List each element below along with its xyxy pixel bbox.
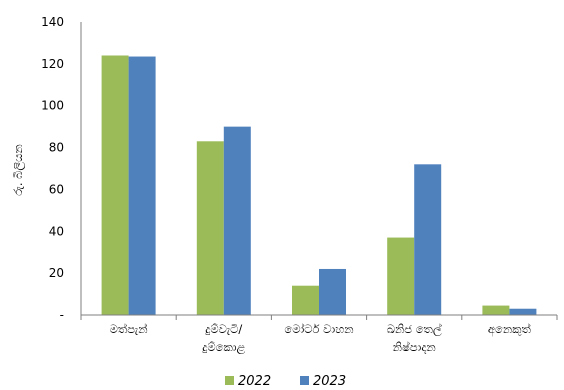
bar-2023-0 xyxy=(128,56,156,316)
legend-swatch-2022 xyxy=(225,376,234,385)
y-tick-label: 40 xyxy=(49,224,64,238)
y-tick-label: 20 xyxy=(49,266,64,280)
bar-2022-4 xyxy=(482,305,510,315)
category-label: අනෙකුත් xyxy=(488,322,532,337)
bar-2022-1 xyxy=(196,141,224,315)
bars-group xyxy=(101,55,537,316)
legend-label-2022: 2022 xyxy=(238,374,271,389)
category-label: මත්පැන් xyxy=(110,322,149,336)
category-label: දුම්වැටි/ xyxy=(204,322,242,336)
category-labels: මත්පැන් දුම්වැටි/ දුම්කොළ මෝටර් වාහන ඛනිජ තෙ… xyxy=(110,322,532,355)
bar-2023-2 xyxy=(319,268,346,315)
y-tick-labels: 140 120 100 80 60 40 20 - xyxy=(41,15,64,322)
x-tick-marks xyxy=(80,315,558,320)
y-tick-label: 80 xyxy=(49,141,64,155)
y-axis-label: රු. බිලියන xyxy=(11,144,26,196)
legend: 2022 2023 xyxy=(225,374,346,389)
y-tick-label-zero: - xyxy=(60,308,64,322)
y-tick-label: 140 xyxy=(41,15,64,29)
category-label: දුම්කොළ xyxy=(201,340,245,355)
legend-label-2023: 2023 xyxy=(313,374,346,389)
category-label: නිෂ්පාදන xyxy=(393,340,437,354)
category-label: මෝටර් වාහන xyxy=(284,322,354,336)
bar-2023-1 xyxy=(223,126,251,316)
y-tick-label: 120 xyxy=(41,57,64,71)
bar-2022-2 xyxy=(292,285,319,315)
bar-2022-3 xyxy=(387,237,415,315)
legend-swatch-2023 xyxy=(300,376,309,385)
y-tick-label: 100 xyxy=(41,99,64,113)
y-tick-label: 60 xyxy=(49,182,64,196)
bar-2023-4 xyxy=(509,308,537,315)
bar-2023-3 xyxy=(414,164,442,315)
bar-2022-0 xyxy=(101,55,129,315)
category-label: ඛනිජ තෙල් xyxy=(387,322,442,337)
